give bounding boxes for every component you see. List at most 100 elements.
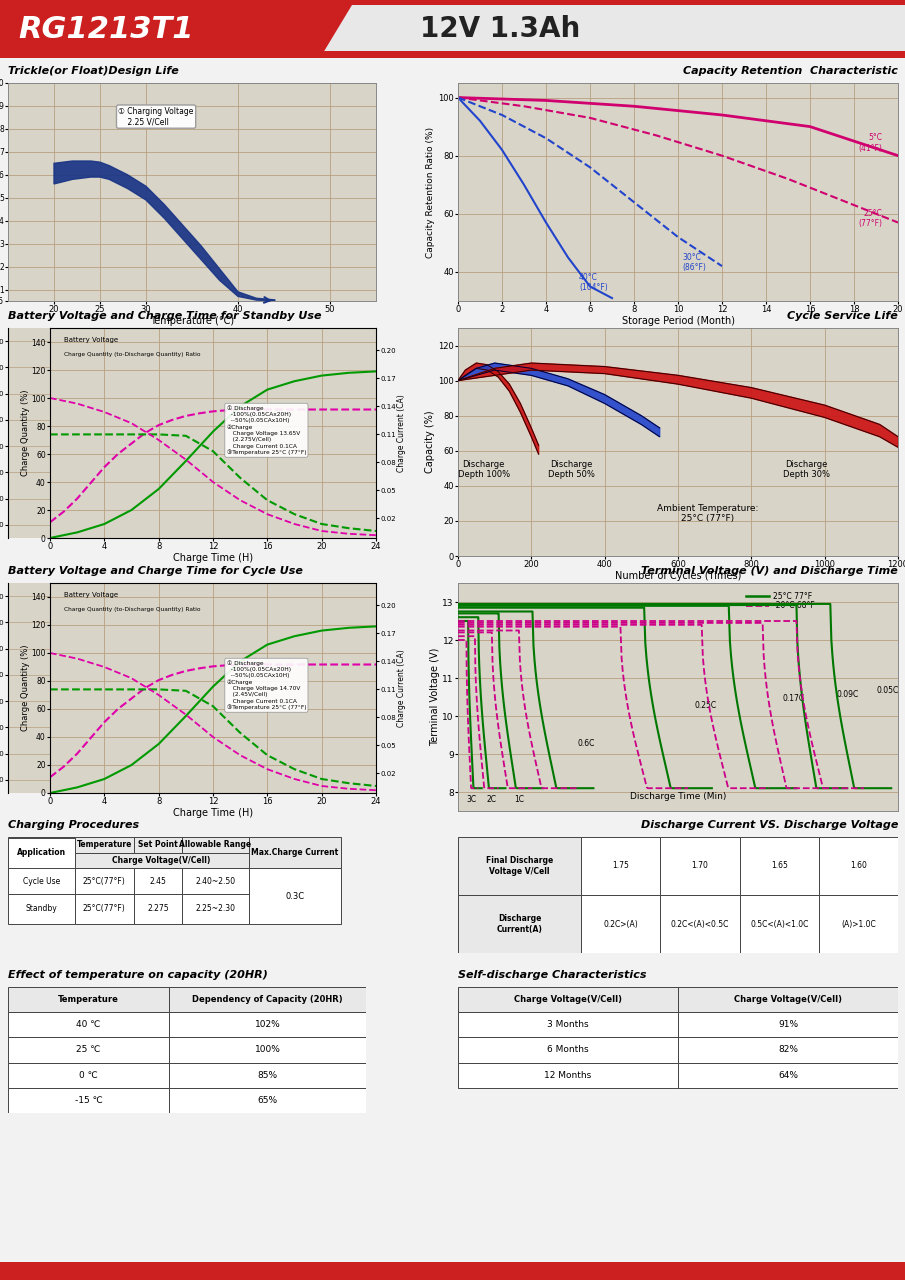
Text: 64%: 64% xyxy=(778,1070,798,1080)
Text: 25°C(77°F): 25°C(77°F) xyxy=(83,877,126,886)
Text: ① Charging Voltage
    2.25 V/Cell: ① Charging Voltage 2.25 V/Cell xyxy=(119,108,194,127)
Bar xyxy=(74,868,134,893)
Text: 2.25~2.30: 2.25~2.30 xyxy=(195,905,235,914)
Text: 2C: 2C xyxy=(487,795,497,804)
Text: 0.2C<(A)<0.5C: 0.2C<(A)<0.5C xyxy=(671,919,729,928)
Text: Allowable Range: Allowable Range xyxy=(179,841,252,850)
Text: Discharge
Depth 30%: Discharge Depth 30% xyxy=(783,460,830,479)
Text: Effect of temperature on capacity (20HR): Effect of temperature on capacity (20HR) xyxy=(8,970,268,980)
Bar xyxy=(678,987,898,1012)
Text: Terminal Voltage (V) and Discharge Time: Terminal Voltage (V) and Discharge Time xyxy=(642,566,898,576)
Bar xyxy=(458,1062,678,1088)
Bar xyxy=(458,1037,678,1062)
Y-axis label: Charge Quantity (%): Charge Quantity (%) xyxy=(21,645,30,731)
Text: 3 Months: 3 Months xyxy=(548,1020,589,1029)
Text: Application: Application xyxy=(16,849,66,858)
Text: Discharge
Depth 100%: Discharge Depth 100% xyxy=(458,460,510,479)
Text: RG1213T1: RG1213T1 xyxy=(18,14,194,44)
Text: 2.45: 2.45 xyxy=(149,877,167,886)
Polygon shape xyxy=(0,0,905,58)
Polygon shape xyxy=(458,364,660,436)
Bar xyxy=(661,895,739,954)
Bar xyxy=(74,852,249,868)
Bar xyxy=(739,895,819,954)
Text: Charge Quantity (to-Discharge Quantity) Ratio: Charge Quantity (to-Discharge Quantity) … xyxy=(63,352,200,357)
Bar xyxy=(182,837,249,852)
X-axis label: Storage Period (Month): Storage Period (Month) xyxy=(622,316,735,325)
Text: 0 ℃: 0 ℃ xyxy=(79,1070,98,1080)
Text: 82%: 82% xyxy=(778,1046,798,1055)
Text: 0.05C: 0.05C xyxy=(877,686,899,695)
Text: Battery Voltage and Charge Time for Cycle Use: Battery Voltage and Charge Time for Cycl… xyxy=(8,566,303,576)
Text: Charge Voltage(V/Cell): Charge Voltage(V/Cell) xyxy=(734,995,842,1004)
Text: 1.60: 1.60 xyxy=(850,861,867,870)
Bar xyxy=(169,1012,366,1037)
Bar xyxy=(169,1088,366,1114)
Text: 102%: 102% xyxy=(254,1020,281,1029)
Bar xyxy=(249,868,341,924)
Polygon shape xyxy=(0,1262,905,1280)
Text: Set Point: Set Point xyxy=(138,841,177,850)
Bar xyxy=(458,987,678,1012)
Text: -15 ℃: -15 ℃ xyxy=(75,1096,102,1105)
Text: 65%: 65% xyxy=(258,1096,278,1105)
Text: Charging Procedures: Charging Procedures xyxy=(8,820,139,829)
Bar xyxy=(169,1037,366,1062)
Y-axis label: Capacity Retention Ratio (%): Capacity Retention Ratio (%) xyxy=(426,127,435,257)
Text: Discharge
Current(A): Discharge Current(A) xyxy=(497,914,542,933)
Text: Final Discharge
Voltage V/Cell: Final Discharge Voltage V/Cell xyxy=(486,856,553,876)
Polygon shape xyxy=(458,364,538,454)
Bar xyxy=(458,837,581,895)
Text: 25°C(77°F): 25°C(77°F) xyxy=(83,905,126,914)
Text: Charge Voltage(V/Cell): Charge Voltage(V/Cell) xyxy=(112,856,211,865)
Bar xyxy=(739,837,819,895)
Bar xyxy=(169,1062,366,1088)
Text: 25°C
(77°F): 25°C (77°F) xyxy=(859,209,882,228)
Text: Discharge Current VS. Discharge Voltage: Discharge Current VS. Discharge Voltage xyxy=(641,820,898,829)
Text: 2.40~2.50: 2.40~2.50 xyxy=(195,877,235,886)
Bar xyxy=(8,838,74,893)
Polygon shape xyxy=(458,364,898,447)
Bar xyxy=(458,895,581,954)
Bar xyxy=(134,837,182,852)
Bar xyxy=(169,987,366,1012)
Bar xyxy=(249,837,341,868)
Bar xyxy=(134,893,182,924)
Text: Battery Voltage: Battery Voltage xyxy=(63,337,118,343)
Text: 91%: 91% xyxy=(778,1020,798,1029)
Y-axis label: Terminal Voltage (V): Terminal Voltage (V) xyxy=(430,648,440,746)
Bar xyxy=(8,868,74,893)
Bar xyxy=(581,895,661,954)
Text: 0.17C: 0.17C xyxy=(782,694,805,703)
Bar xyxy=(8,1062,169,1088)
Y-axis label: Capacity (%): Capacity (%) xyxy=(425,411,435,474)
Text: Max.Charge Current: Max.Charge Current xyxy=(251,849,338,858)
Text: ① Discharge
  -100%(0.05CAx20H)
  --50%(0.05CAx10H)
②Charge
   Charge Voltage 14: ① Discharge -100%(0.05CAx20H) --50%(0.05… xyxy=(226,660,306,710)
Polygon shape xyxy=(0,0,905,5)
Text: 3C: 3C xyxy=(466,795,477,804)
Bar xyxy=(8,1037,169,1062)
Text: Cycle Use: Cycle Use xyxy=(23,877,60,886)
Y-axis label: Charge Current (CA): Charge Current (CA) xyxy=(397,649,406,727)
Text: Battery Voltage: Battery Voltage xyxy=(63,591,118,598)
Text: 0.3C: 0.3C xyxy=(285,892,304,901)
Bar xyxy=(8,1088,169,1114)
Text: 12V 1.3Ah: 12V 1.3Ah xyxy=(420,15,580,44)
Text: Standby: Standby xyxy=(25,905,57,914)
Text: 100%: 100% xyxy=(254,1046,281,1055)
Text: (A)>1.0C: (A)>1.0C xyxy=(841,919,876,928)
Text: 40°C
(104°F): 40°C (104°F) xyxy=(579,273,608,292)
Text: 0.25C: 0.25C xyxy=(694,701,716,710)
Bar xyxy=(581,837,661,895)
Text: 0.09C: 0.09C xyxy=(836,690,858,699)
Bar xyxy=(8,837,74,868)
Polygon shape xyxy=(0,51,905,58)
Bar xyxy=(8,1012,169,1037)
X-axis label: Charge Time (H): Charge Time (H) xyxy=(173,808,253,818)
X-axis label: Charge Time (H): Charge Time (H) xyxy=(173,553,253,562)
Y-axis label: Charge Current (CA): Charge Current (CA) xyxy=(397,394,406,472)
Text: Charge Quantity (to-Discharge Quantity) Ratio: Charge Quantity (to-Discharge Quantity) … xyxy=(63,607,200,612)
Text: 5°C
(41°F): 5°C (41°F) xyxy=(859,133,882,152)
Bar xyxy=(678,1062,898,1088)
Bar xyxy=(74,893,134,924)
